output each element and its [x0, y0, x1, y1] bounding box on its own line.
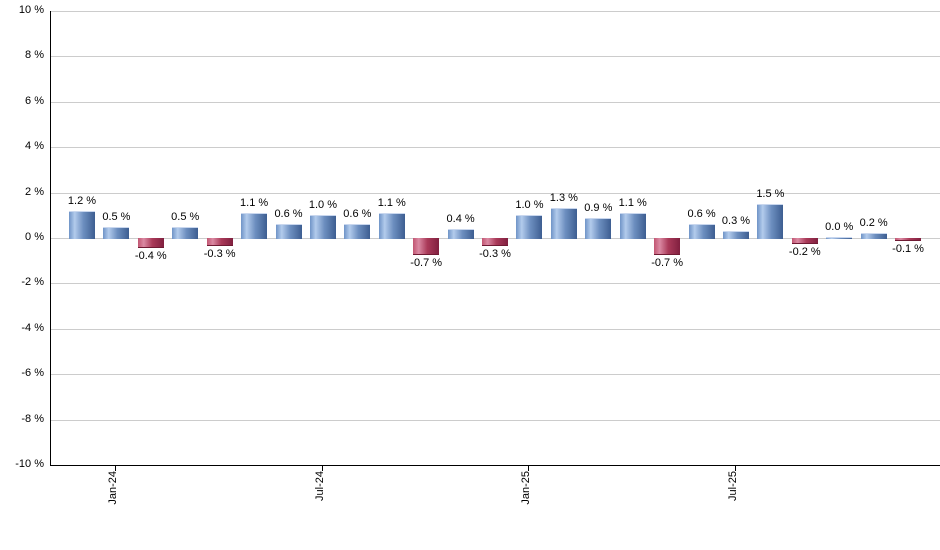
bar-value-label: -0.2 %: [788, 245, 821, 258]
x-tick-label-Jul-24: Jul-24: [313, 471, 326, 501]
bar-Aug-24: [344, 224, 371, 239]
bar-value-label: 1.1 %: [618, 197, 647, 210]
bar-Feb-25: [550, 208, 577, 239]
x-tick-label-Jan-25: Jan-25: [520, 471, 533, 505]
bar-value-label: 0.6 %: [274, 208, 303, 221]
bar-value-label: -0.1 %: [892, 243, 924, 256]
bar-value-label: 0.4 %: [446, 212, 475, 225]
bar-May-25: [654, 238, 681, 255]
bar-value-label: 1.2 %: [67, 194, 97, 207]
bar-value-label: 0.6 %: [687, 208, 716, 221]
gridline-4: [51, 147, 940, 149]
y-tick-label: -4 %: [21, 321, 44, 334]
gridline-10: [51, 11, 940, 12]
bar-Apr-25: [619, 213, 646, 239]
gridline-2: [51, 192, 940, 194]
y-tick-label: 6 %: [25, 94, 44, 107]
plot-area: 1.2 % 0.5 % -0.4 % 0.5 % -0.3 % 1.1 % 0.6 % 1.0…: [50, 11, 940, 466]
x-tick-label-Jul-25: Jul-25: [726, 471, 739, 501]
bar-Jul-24: [309, 215, 336, 239]
bar-value-label: 0.6 %: [343, 208, 372, 221]
y-tick-label: -8 %: [21, 412, 44, 425]
y-tick-label: 2 %: [25, 185, 44, 198]
bar-Dec-25: [895, 238, 922, 242]
x-axis-tick: [528, 466, 530, 471]
bar-value-label: 0.5 %: [102, 210, 131, 223]
gridline--6: [51, 374, 940, 376]
bar-value-label: 0.0 %: [825, 220, 854, 233]
bar-value-label: -0.3 %: [203, 247, 236, 260]
gridline--4: [51, 328, 940, 330]
x-axis-tick: [321, 466, 323, 471]
bar-Nov-25: [860, 233, 887, 239]
bar-Jun-25: [688, 224, 715, 239]
bar-Jan-24: [103, 226, 130, 239]
bar-Aug-25: [757, 203, 784, 239]
y-tick-label: -2 %: [21, 276, 44, 289]
y-tick-label: 8 %: [25, 49, 44, 62]
bar-value-label: -0.7 %: [651, 256, 684, 269]
bar-value-label: 0.2 %: [859, 217, 888, 230]
y-tick-label: -10 %: [15, 458, 44, 470]
bar-value-label: 1.5 %: [756, 187, 785, 200]
bar-Mar-24: [172, 226, 199, 239]
bar-value-label: 0.3 %: [721, 215, 751, 228]
bar-Jul-25: [722, 231, 749, 239]
bar-Sep-24: [378, 213, 405, 239]
bar-Dec-24: [482, 238, 509, 246]
bar-value-label: 1.0 %: [308, 199, 337, 212]
gridline--8: [51, 419, 940, 421]
gridline-8: [51, 56, 940, 58]
bar-value-label: 0.5 %: [171, 210, 200, 223]
bar-Dec-23: [69, 210, 95, 239]
gridline-6: [51, 101, 940, 103]
y-tick-label: -6 %: [21, 367, 44, 380]
bar-value-label: 0.9 %: [584, 201, 613, 214]
bar-Oct-25: [826, 236, 853, 239]
gridline--2: [51, 283, 940, 285]
bar-Jan-25: [516, 215, 543, 239]
x-axis-tick: [734, 466, 736, 471]
bar-Feb-24: [137, 238, 164, 249]
bar-value-label: 1.1 %: [240, 197, 269, 210]
bar-value-label: 1.3 %: [549, 192, 578, 205]
bar-value-label: -0.7 %: [410, 256, 443, 269]
bar-Mar-25: [585, 217, 612, 239]
bar-Nov-24: [447, 228, 474, 239]
bar-Apr-24: [206, 238, 233, 246]
bar-Oct-24: [413, 238, 440, 255]
bar-Sep-25: [791, 238, 818, 244]
bar-value-label: -0.4 %: [134, 250, 167, 263]
bar-Jun-24: [275, 224, 302, 239]
bar-value-label: 1.0 %: [515, 199, 544, 212]
x-tick-label-Jan-24: Jan-24: [107, 471, 120, 505]
bar-value-label: 1.1 %: [377, 197, 406, 210]
bar-May-24: [241, 213, 268, 239]
y-tick-label: 10 %: [18, 4, 44, 16]
bar-value-label: -0.3 %: [479, 247, 511, 260]
x-axis-tick: [115, 466, 117, 471]
y-tick-label: 4 %: [25, 140, 44, 153]
y-tick-label: 0 %: [25, 231, 44, 243]
